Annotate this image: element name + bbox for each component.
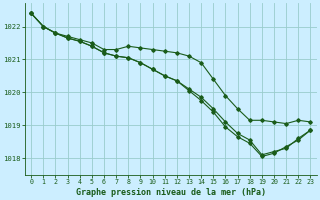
X-axis label: Graphe pression niveau de la mer (hPa): Graphe pression niveau de la mer (hPa) bbox=[76, 188, 266, 197]
